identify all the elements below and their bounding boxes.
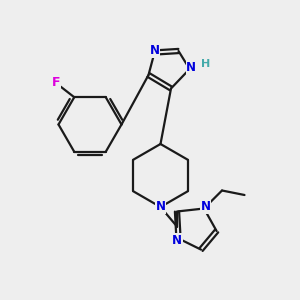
Text: N: N <box>172 233 182 247</box>
Text: N: N <box>200 200 211 214</box>
Text: N: N <box>149 44 160 58</box>
Text: N: N <box>186 61 196 74</box>
Text: F: F <box>52 76 61 89</box>
Text: N: N <box>155 200 166 214</box>
Text: H: H <box>202 58 211 69</box>
